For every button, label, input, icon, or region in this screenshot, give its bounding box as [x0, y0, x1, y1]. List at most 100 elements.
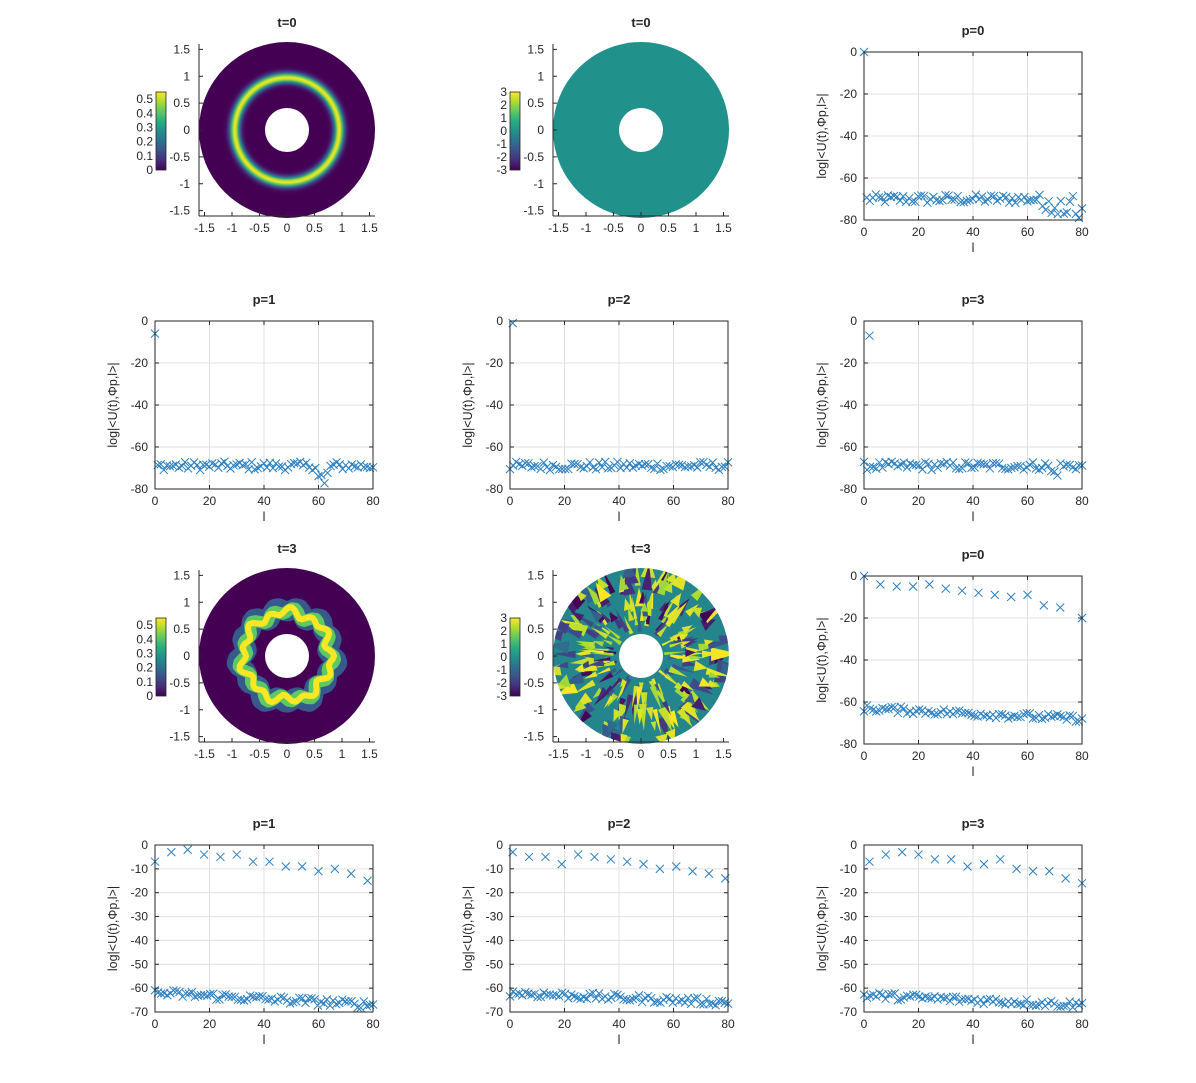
scatter-panel: 0 20 40 60 80 0 -10 -20 -30 -40 -50 -60 -70 l log|<U(t… — [461, 838, 735, 1047]
noise-marker — [159, 465, 169, 475]
phase-shard — [662, 594, 677, 618]
data-marker — [963, 862, 972, 871]
phase-shard — [670, 592, 682, 607]
x-tick-label: -1.5 — [194, 747, 215, 761]
x-tick-label: -0.5 — [249, 747, 270, 761]
y-tick-label: 1.5 — [527, 568, 544, 582]
chart-title: p=1 — [253, 816, 276, 831]
data-marker — [639, 859, 648, 869]
colorbar-tick-label: 1 — [500, 111, 507, 125]
y-tick-label: -20 — [486, 356, 504, 370]
x-tick-label: 60 — [667, 1017, 681, 1031]
colorbar-tick-label: 0 — [500, 124, 507, 138]
noise-marker — [947, 195, 956, 205]
noise-marker — [1053, 471, 1062, 480]
phase-shard — [606, 634, 623, 646]
heatmap-panel: -1.5 -1 -0.5 0 0.5 1 1.51.510.50-0.5-1-1.53210… — [496, 528, 769, 784]
data-marker — [925, 580, 934, 589]
data-marker — [524, 852, 534, 862]
phase-shard — [654, 615, 671, 637]
y-tick-label: -50 — [486, 957, 504, 971]
phase-shard — [614, 607, 629, 631]
noise-marker — [941, 190, 950, 200]
chart-title: p=2 — [608, 292, 631, 307]
phase-shard — [607, 669, 624, 681]
x-tick-label: 0.5 — [660, 747, 677, 761]
noise-marker — [570, 991, 579, 1001]
x-tick-label: 1 — [693, 747, 700, 761]
phase-shard — [649, 685, 662, 711]
noise-marker — [1003, 465, 1013, 474]
x-tick-label: 80 — [366, 494, 380, 508]
phase-shard — [570, 611, 585, 622]
noise-marker — [218, 990, 227, 1000]
noise-marker — [646, 993, 656, 1003]
noise-marker — [594, 989, 604, 998]
phase-shard — [658, 669, 680, 687]
noise-marker — [649, 998, 659, 1007]
x-tick-label: 60 — [667, 494, 681, 508]
noise-marker — [948, 992, 958, 1002]
noise-marker — [557, 464, 567, 474]
noise-marker — [1019, 1000, 1029, 1010]
noise-marker — [967, 710, 976, 720]
noise-marker — [229, 460, 238, 470]
colorbar-tick-label: 0.3 — [136, 646, 153, 660]
noise-marker — [536, 992, 546, 1002]
noise-marker — [1050, 467, 1059, 476]
x-tick-label: 20 — [912, 1017, 926, 1031]
noise-marker — [344, 463, 354, 473]
y-tick-label: 1.5 — [527, 42, 544, 56]
y-tick-label: -1 — [533, 703, 544, 717]
noise-marker — [878, 463, 887, 472]
colorbar-tick-label: 0.1 — [136, 675, 153, 689]
phase-shard — [574, 679, 596, 694]
phase-shard — [640, 602, 648, 612]
phase-shard — [636, 708, 644, 725]
y-tick-label: -0.5 — [523, 150, 544, 164]
data-marker — [892, 582, 902, 591]
phase-shard — [590, 627, 609, 639]
phase-shard — [558, 674, 572, 688]
noise-marker — [563, 464, 573, 474]
noise-marker — [207, 458, 217, 468]
y-axis-label: log|<U(t),Φp,l>| — [815, 93, 829, 178]
y-tick-label: 0 — [850, 314, 857, 328]
data-marker — [990, 590, 1000, 600]
x-tick-label: 80 — [1075, 749, 1089, 763]
chart-title: t=0 — [631, 15, 650, 30]
noise-marker — [276, 992, 286, 1002]
noise-marker — [177, 461, 187, 471]
y-tick-label: 1 — [537, 69, 544, 83]
phase-shard — [659, 601, 666, 613]
y-axis-label: log|<U(t),Φp,l>| — [815, 362, 829, 447]
colorbar-tick-label: 3 — [500, 611, 507, 625]
chart-title: p=3 — [962, 816, 985, 831]
data-marker — [1044, 866, 1054, 876]
noise-marker — [1022, 708, 1032, 718]
y-tick-label: -40 — [840, 653, 858, 667]
colorbar-tick-label: 0.1 — [136, 149, 153, 163]
noise-marker — [921, 458, 930, 467]
y-tick-label: -30 — [840, 910, 858, 924]
phase-shard — [667, 601, 688, 624]
chart-title: t=0 — [277, 15, 296, 30]
y-tick-label: 0.5 — [173, 622, 190, 636]
noise-marker — [979, 999, 989, 1009]
phase-shard — [607, 719, 619, 733]
x-tick-label: 0 — [284, 221, 291, 235]
phase-shard — [583, 671, 598, 679]
noise-marker — [1062, 715, 1072, 725]
phase-shard — [603, 677, 623, 698]
y-tick-label: 0 — [537, 123, 544, 137]
noise-marker — [319, 999, 329, 1008]
noise-marker — [1046, 466, 1056, 476]
x-tick-label: 20 — [203, 1017, 217, 1031]
data-marker — [957, 586, 967, 596]
noise-marker — [545, 465, 555, 475]
x-tick-label: -1 — [581, 747, 592, 761]
noise-marker — [187, 987, 197, 997]
phase-shard — [698, 611, 715, 624]
colorbar-tick-label: 2 — [500, 98, 507, 112]
